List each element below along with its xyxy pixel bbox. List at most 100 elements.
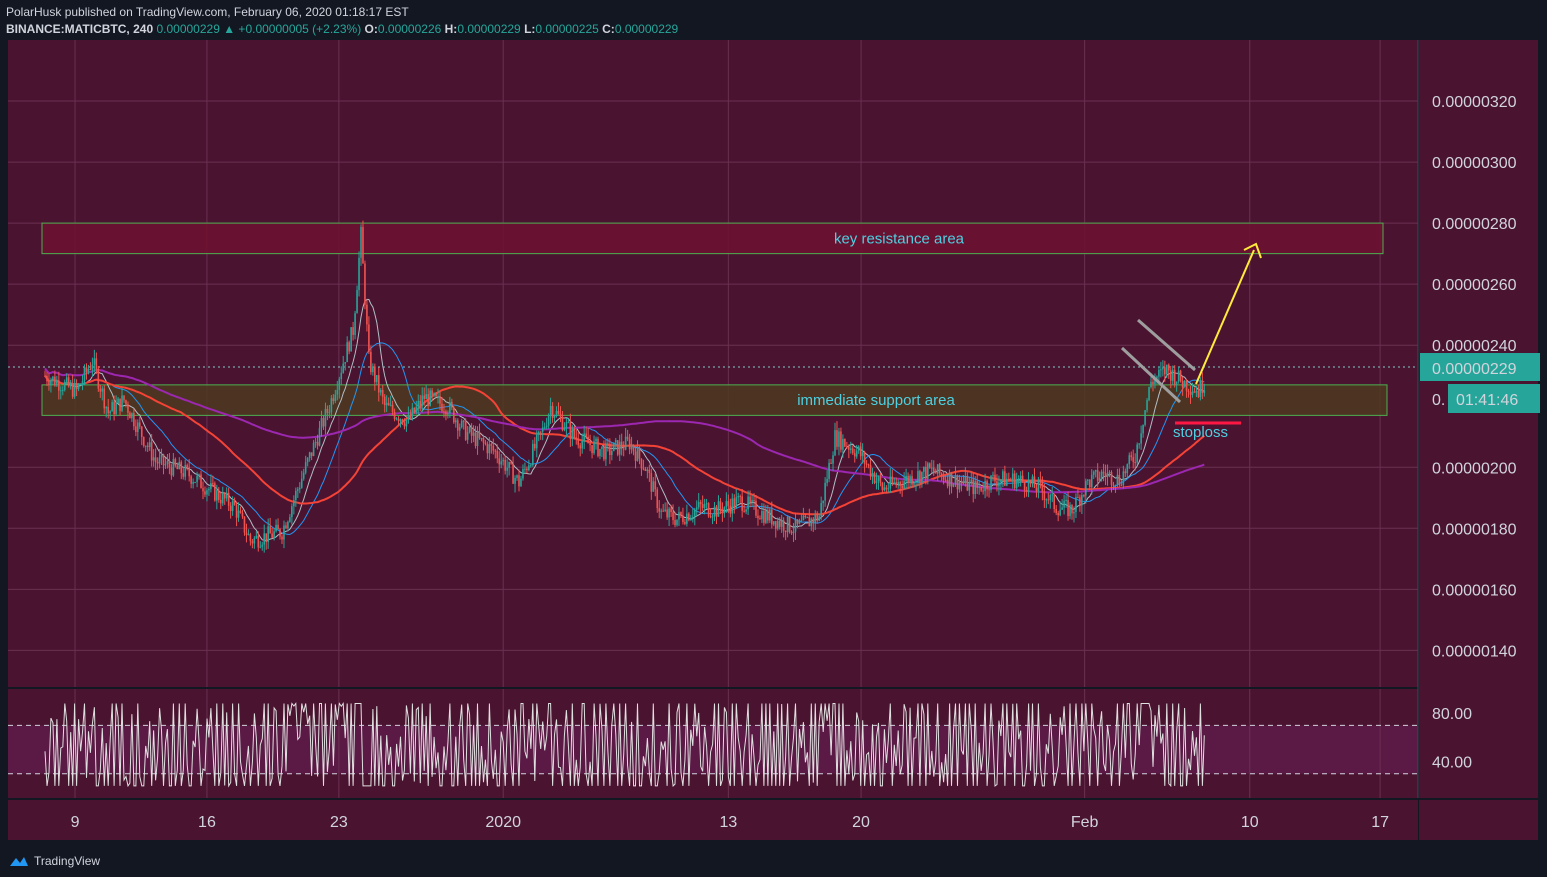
candle-body <box>1061 507 1063 510</box>
timer-badge-bg <box>1448 384 1540 413</box>
axis-background <box>1419 40 1538 798</box>
candle-body <box>1013 473 1016 489</box>
candle-body <box>97 368 100 389</box>
candle-body <box>782 520 785 531</box>
time-axis[interactable]: 9 16 23 2020 13 20 Feb 10 17 <box>8 800 1538 840</box>
candle-body <box>893 482 896 484</box>
candle-body <box>144 445 147 447</box>
candle-body <box>403 423 406 427</box>
candle-body <box>506 467 508 471</box>
candle-body <box>942 475 945 480</box>
candle-body <box>1140 433 1142 444</box>
candle-body <box>1130 455 1133 458</box>
candle-body <box>614 440 617 443</box>
candle-body <box>291 506 293 518</box>
candle-body <box>579 445 582 449</box>
candle-body <box>1090 474 1093 488</box>
candle-body <box>421 395 424 406</box>
rsi-axis[interactable]: 80.00 40.00 <box>1432 706 1472 771</box>
candle-body <box>219 499 222 504</box>
candle-body <box>684 521 686 524</box>
close-label: C: <box>602 22 615 36</box>
candle-body <box>828 462 830 479</box>
candle-body <box>1150 381 1152 388</box>
last-price: 0.00000229 <box>156 22 220 36</box>
candle-body <box>549 405 552 416</box>
candle-body <box>1094 470 1097 472</box>
candle-body <box>1169 370 1172 381</box>
candle-body <box>705 503 708 505</box>
candle-body <box>52 376 54 381</box>
candle-body <box>500 461 503 465</box>
candle-body <box>607 443 609 445</box>
candle-body <box>115 403 117 415</box>
candle-body <box>802 515 805 521</box>
candle-body <box>822 500 824 504</box>
candle-body <box>859 446 862 457</box>
candle-body <box>697 501 700 508</box>
candle-body <box>393 411 396 420</box>
candle-body <box>346 342 348 363</box>
candle-body <box>909 476 911 483</box>
candle-body <box>1098 477 1101 481</box>
candle-body <box>91 364 94 370</box>
candle-body <box>150 442 153 461</box>
candle-body <box>1167 364 1170 371</box>
candle-body <box>984 481 986 492</box>
candle-body <box>622 448 625 450</box>
candle-body <box>105 406 108 409</box>
candle-body <box>599 448 601 457</box>
candle-body <box>1041 481 1044 492</box>
candle-body <box>547 415 550 426</box>
candle-body <box>873 472 876 484</box>
candle-body <box>486 444 489 454</box>
candle-body <box>156 461 159 464</box>
support-zone[interactable] <box>41 384 1388 416</box>
candle-body <box>729 505 732 514</box>
candle-body <box>119 398 121 411</box>
candle-body <box>1132 457 1135 463</box>
candle-body <box>184 465 187 477</box>
candle-body <box>936 464 939 474</box>
candle-body <box>907 475 909 483</box>
candle-body <box>958 482 961 490</box>
candle-body <box>1047 499 1050 501</box>
candle-body <box>1162 367 1164 370</box>
candle-body <box>54 376 56 386</box>
candle-body <box>441 403 443 412</box>
symbol-label[interactable]: BINANCE:MATICBTC, 240 <box>6 22 154 36</box>
candle-body <box>502 459 504 462</box>
price-axis[interactable]: 0.00000320 0.00000300 0.00000280 0.00000260… <box>1417 40 1538 798</box>
candle-body <box>721 508 724 514</box>
candle-body <box>1146 400 1148 411</box>
drawings[interactable] <box>1120 242 1262 425</box>
resistance-zone[interactable] <box>41 222 1384 255</box>
candle-body <box>275 524 277 532</box>
candle-body <box>1156 376 1158 379</box>
candle-body <box>810 518 813 527</box>
arrow-head-icon <box>1243 242 1262 259</box>
candle-body <box>243 516 246 533</box>
candle-body <box>962 482 965 484</box>
candle-body <box>247 534 250 536</box>
candle-body <box>970 479 973 482</box>
candle-body <box>79 384 82 386</box>
candle-body <box>1197 391 1200 397</box>
candle-body <box>107 406 109 414</box>
price-tick-label: 0.00000300 <box>1432 155 1517 172</box>
candle-body <box>1114 484 1117 486</box>
candle-body <box>717 501 720 517</box>
candle-body <box>699 501 702 505</box>
candle-body <box>701 504 704 508</box>
candle-body <box>666 509 668 518</box>
candle-body <box>891 476 894 484</box>
candle-body <box>1175 381 1178 385</box>
ma-200-line <box>44 367 1205 494</box>
candle-body <box>56 380 58 386</box>
candle-body <box>526 468 528 471</box>
candle-body <box>680 512 682 516</box>
candle-body <box>727 501 730 506</box>
candle-body <box>368 324 370 352</box>
candle-body <box>271 533 273 538</box>
